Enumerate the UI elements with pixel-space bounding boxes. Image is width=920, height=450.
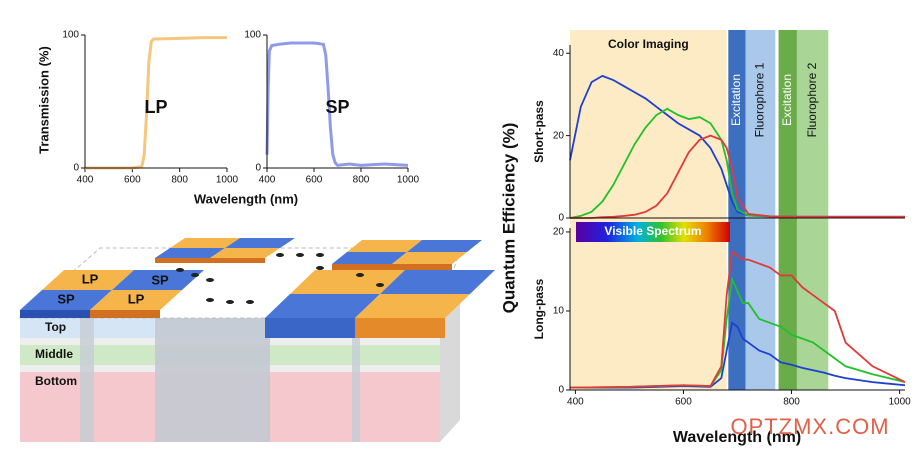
filter-tile [42, 270, 134, 290]
tile-edge [20, 310, 90, 318]
x-tick-label: 800 [353, 175, 370, 186]
y-tick-label: 100 [244, 30, 261, 41]
panel-label: Long-pass [532, 278, 546, 339]
band [745, 30, 776, 390]
x-tick-label: 1000 [397, 175, 420, 186]
filter-tile [392, 252, 467, 264]
x-axis-label: Wavelength (nm) [194, 191, 298, 206]
filter-tile [355, 294, 470, 318]
x-tick-label: 800 [171, 175, 188, 186]
y-tick-label: 0 [255, 163, 261, 174]
tile-edge [155, 258, 265, 263]
tile-edge [90, 310, 160, 318]
filter-tile [347, 240, 422, 252]
layer-label: Top [45, 320, 66, 334]
data-line [569, 107, 905, 219]
y-tick-label: 20 [553, 227, 565, 238]
visible-spectrum-label: Visible Spectrum [604, 224, 701, 238]
visible-spectrum-bar [576, 222, 730, 242]
column [352, 318, 360, 442]
data-line [265, 41, 409, 167]
filter-tile [170, 238, 240, 248]
filter-label: LP [82, 271, 99, 286]
filter-tile [290, 270, 405, 294]
filter-tile [155, 248, 225, 258]
band-label: Fluorophore 2 [805, 62, 819, 137]
x-tick-label: 400 [567, 397, 584, 408]
filter-label: SP [57, 291, 75, 306]
band [796, 30, 829, 390]
x-tick-label: 600 [124, 175, 141, 186]
y-tick-label: 10 [553, 306, 565, 317]
filter-annotation: LP [144, 97, 167, 117]
column [80, 318, 94, 442]
filter-tile [380, 270, 495, 294]
band-label: Fluorophore 1 [753, 62, 767, 137]
filter-stack-diagram: LP SP SP LP Top Middle Bottom [18, 238, 495, 442]
data-line [570, 321, 906, 389]
filter-tile [112, 270, 204, 290]
column [155, 318, 270, 442]
filter-label: SP [151, 272, 169, 287]
x-tick-label: 1000 [888, 397, 911, 408]
layer-label: Middle [35, 347, 73, 361]
tile-edge [332, 264, 452, 270]
tile-edge [355, 318, 445, 338]
data-line [569, 250, 906, 389]
x-tick-label: 400 [259, 175, 276, 186]
y-axis-label: Quantum Efficiency (%) [499, 123, 518, 314]
y-tick-label: 0 [558, 213, 564, 224]
band-label: Color Imaging [608, 37, 689, 51]
filter-label: LP [128, 291, 145, 306]
filter-tile [210, 248, 280, 258]
y-axis-label: Transmission (%) [36, 46, 51, 154]
data-line [570, 134, 905, 219]
y-tick-label: 0 [558, 385, 564, 396]
filter-tile [332, 252, 407, 264]
band-label: Excitation [780, 74, 794, 126]
filter-tile [265, 294, 380, 318]
x-tick-label: 1000 [216, 175, 239, 186]
band [778, 30, 797, 390]
y-tick-label: 20 [553, 130, 565, 141]
y-tick-label: 0 [73, 163, 79, 174]
y-tick-label: 40 [553, 48, 565, 59]
tile-edge [265, 318, 355, 338]
ellipsis-dots [176, 253, 384, 304]
x-tick-label: 600 [306, 175, 323, 186]
filter-tile [225, 238, 295, 248]
filter-tile [20, 290, 112, 310]
watermark: OPTZMX.COM [730, 414, 889, 439]
x-tick-label: 600 [675, 397, 692, 408]
layer-label: Bottom [35, 374, 77, 388]
filter-annotation: SP [325, 97, 349, 117]
x-tick-label: 800 [783, 397, 800, 408]
panel-label: Short-pass [532, 100, 546, 163]
filter-tile [90, 290, 182, 310]
y-tick-label: 100 [62, 30, 79, 41]
filter-tile [407, 240, 482, 252]
band-label: Excitation [729, 74, 743, 126]
x-axis-label: Wavelength (nm) [673, 429, 801, 446]
x-tick-label: 400 [77, 175, 94, 186]
